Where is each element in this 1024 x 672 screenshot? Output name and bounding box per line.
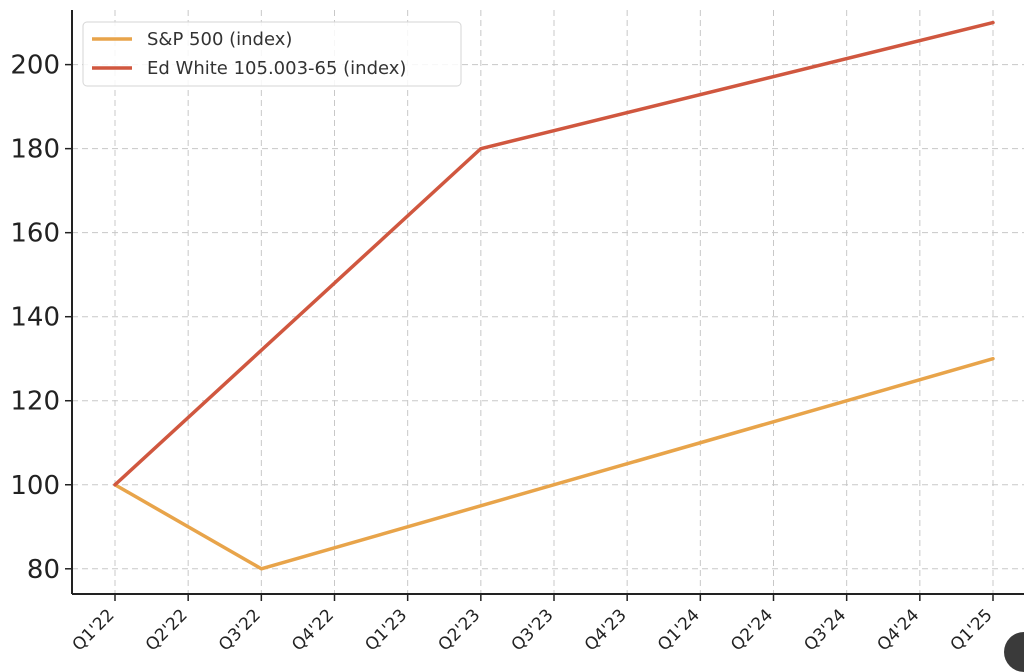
y-tick-label: 160: [10, 219, 60, 249]
y-tick-label: 200: [10, 51, 60, 81]
x-tick-label: Q2'23: [435, 605, 485, 655]
x-tick-label: Q1'25: [947, 605, 997, 655]
x-tick-label: Q3'24: [800, 605, 850, 655]
y-tick-label: 120: [10, 387, 60, 417]
y-tick-label: 100: [10, 471, 60, 501]
x-tick-label: Q2'22: [142, 605, 192, 655]
y-tick-label: 80: [27, 555, 60, 585]
x-tick-label: Q1'24: [654, 605, 704, 655]
badge-icon[interactable]: [1004, 632, 1024, 672]
axes: [65, 10, 1024, 601]
series-lines: [113, 20, 995, 571]
series-line-1: [113, 356, 995, 571]
y-tick-label: 180: [10, 135, 60, 165]
legend-label-2: Ed White 105.003-65 (index): [147, 58, 406, 79]
legend: S&P 500 (index) Ed White 105.003-65 (inde…: [82, 21, 462, 87]
legend-label-1: S&P 500 (index): [147, 29, 292, 50]
x-tick-label: Q4'23: [581, 605, 631, 655]
legend-box: [82, 21, 462, 87]
x-tick-label: Q1'22: [69, 605, 119, 655]
series-line-2: [113, 20, 995, 487]
y-tick-label: 140: [10, 303, 60, 333]
x-tick-label: Q4'22: [288, 605, 338, 655]
x-tick-label: Q1'23: [361, 605, 411, 655]
x-tick-label: Q4'24: [874, 605, 924, 655]
x-tick-label: Q2'24: [727, 605, 777, 655]
x-tick-label: Q3'22: [215, 605, 265, 655]
x-tick-label: Q3'23: [508, 605, 558, 655]
grid: [72, 10, 1024, 594]
